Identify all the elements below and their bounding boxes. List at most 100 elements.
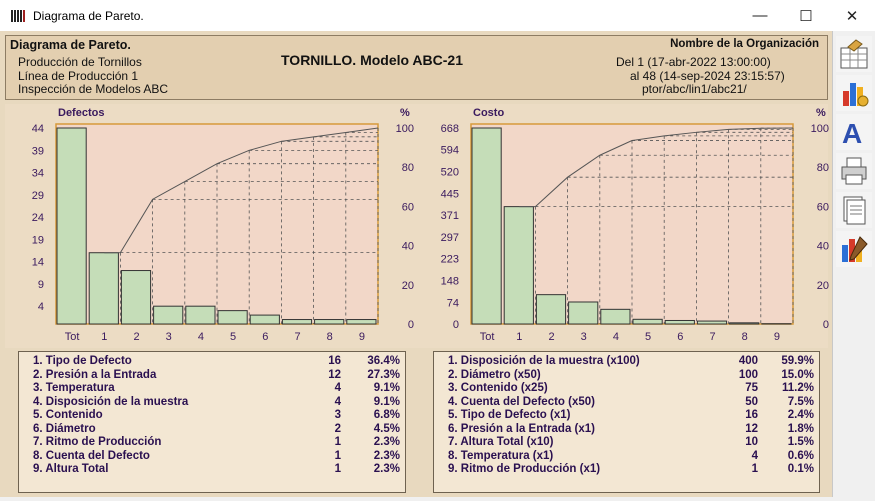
legend-pct: 0.1% bbox=[787, 463, 814, 475]
report-header: Diagrama de Pareto. Producción de Tornil… bbox=[5, 35, 828, 100]
maximize-icon: ☐ bbox=[799, 7, 813, 25]
chart-title-costo: Costo bbox=[473, 107, 505, 119]
x-tick-label: 2 bbox=[548, 331, 554, 343]
toolbar: A bbox=[832, 31, 875, 497]
legend-label: 4. Cuenta del Defecto (x50) bbox=[448, 395, 595, 408]
x-tick-label: 2 bbox=[133, 331, 139, 343]
header-line-2: Línea de Producción 1 bbox=[18, 69, 139, 83]
x-tick-label: 4 bbox=[198, 331, 204, 343]
legend-label: 5. Tipo de Defecto (x1) bbox=[448, 409, 571, 421]
legend-row: 4. Disposición de la muestra 4 9.1% bbox=[19, 396, 405, 409]
x-tick-label: 4 bbox=[613, 331, 619, 343]
legend-row: 6. Presión a la Entrada (x1) 12 1.8% bbox=[434, 423, 819, 436]
bar-4 bbox=[600, 308, 631, 325]
legend-value: 50 bbox=[745, 395, 758, 408]
legend-value: 4 bbox=[334, 395, 341, 408]
bar-5 bbox=[632, 318, 663, 325]
legend-pct: 6.8% bbox=[373, 409, 400, 421]
legend-value: 16 bbox=[328, 355, 341, 367]
cumulative-line bbox=[519, 127, 794, 208]
maximize-button[interactable]: ☐ bbox=[783, 0, 829, 31]
x-tick-label: 9 bbox=[774, 331, 780, 343]
legend-costo: 1. Disposición de la muestra (x100) 400 59… bbox=[433, 351, 820, 493]
organization-name: Nombre de la Organización bbox=[670, 38, 819, 50]
print-button[interactable] bbox=[836, 153, 872, 189]
x-tick-label: 3 bbox=[581, 331, 587, 343]
legend-row: 1. Tipo de Defecto 16 36.4% bbox=[19, 355, 405, 368]
header-line-3: Inspección de Modelos ABC bbox=[18, 82, 169, 96]
pct-label-left: % bbox=[400, 107, 410, 119]
minimize-button[interactable]: — bbox=[737, 0, 783, 31]
legend-label: 8. Temperatura (x1) bbox=[448, 449, 554, 462]
x-tick-label: 5 bbox=[230, 331, 236, 343]
legend-pct: 2.4% bbox=[787, 409, 814, 421]
bar-Tot bbox=[56, 127, 87, 325]
legend-pct: 4.5% bbox=[373, 422, 400, 435]
pct-tick-label: 40 bbox=[817, 241, 829, 253]
legend-value: 1 bbox=[751, 463, 758, 475]
y-tick-label: 4 bbox=[38, 301, 44, 313]
legend-row: 5. Tipo de Defecto (x1) 16 2.4% bbox=[434, 409, 819, 422]
legend-pct: 1.8% bbox=[787, 422, 814, 435]
legend-row: 7. Ritmo de Producción 1 2.3% bbox=[19, 436, 405, 449]
pct-tick-label: 80 bbox=[402, 162, 414, 174]
bar-7 bbox=[696, 320, 728, 325]
legend-row: 4. Cuenta del Defecto (x50) 50 7.5% bbox=[434, 396, 819, 409]
y-tick-label: 594 bbox=[441, 145, 459, 157]
edit-table-icon bbox=[840, 39, 868, 69]
range-from: Del 1 (17-abr-2022 13:00:00) bbox=[616, 55, 771, 69]
legend-value: 3 bbox=[334, 409, 341, 421]
y-tick-label: 297 bbox=[441, 232, 459, 244]
pct-tick-label: 60 bbox=[402, 201, 414, 213]
legend-label: 3. Contenido (x25) bbox=[448, 382, 548, 394]
legend-value: 1 bbox=[334, 449, 341, 462]
bar-8 bbox=[314, 319, 345, 325]
x-tick-label: Tot bbox=[65, 331, 80, 343]
legend-value: 1 bbox=[334, 463, 341, 475]
chart-options-button[interactable] bbox=[836, 75, 872, 111]
header-line-1: Producción de Tornillos bbox=[18, 55, 142, 69]
close-button[interactable]: ✕ bbox=[829, 0, 875, 31]
legend-row: 2. Diámetro (x50) 100 15.0% bbox=[434, 369, 819, 382]
legend-pct: 9.1% bbox=[373, 395, 400, 408]
y-tick-label: 520 bbox=[441, 166, 459, 178]
pct-tick-label: 40 bbox=[402, 241, 414, 253]
legend-pct: 0.6% bbox=[787, 449, 814, 462]
legend-pct: 7.5% bbox=[787, 395, 814, 408]
print-icon bbox=[841, 157, 867, 185]
legend-row: 3. Temperatura 4 9.1% bbox=[19, 382, 405, 395]
legend-value: 75 bbox=[745, 382, 758, 394]
bar-6 bbox=[249, 314, 280, 325]
legend-pct: 2.3% bbox=[373, 436, 400, 448]
legend-label: 7. Altura Total (x10) bbox=[448, 436, 554, 448]
legend-label: 2. Diámetro (x50) bbox=[448, 368, 541, 381]
edit-table-button[interactable] bbox=[836, 36, 872, 72]
legend-value: 400 bbox=[738, 355, 758, 367]
legend-row: 7. Altura Total (x10) 10 1.5% bbox=[434, 436, 819, 449]
legend-pct: 15.0% bbox=[781, 368, 814, 381]
legend-label: 7. Ritmo de Producción bbox=[33, 436, 162, 448]
bar-3 bbox=[568, 301, 599, 325]
chart-style-button[interactable] bbox=[836, 231, 872, 267]
pct-tick-label: 100 bbox=[811, 123, 829, 135]
legend-pct: 1.5% bbox=[787, 436, 814, 448]
page-button[interactable] bbox=[836, 192, 872, 228]
bar-Tot bbox=[471, 127, 502, 325]
legend-value: 10 bbox=[745, 436, 758, 448]
legend-row: 9. Altura Total 1 2.3% bbox=[19, 463, 405, 476]
legend-row: 5. Contenido 3 6.8% bbox=[19, 409, 405, 422]
x-tick-label: 1 bbox=[516, 331, 522, 343]
x-tick-label: 8 bbox=[327, 331, 333, 343]
title-bar: Diagrama de Pareto. — ☐ ✕ bbox=[0, 0, 875, 31]
legend-defectos: 1. Tipo de Defecto 16 36.4% 2. Presión a la… bbox=[18, 351, 406, 493]
legend-pct: 59.9% bbox=[781, 355, 814, 367]
font-button[interactable]: A bbox=[836, 114, 872, 150]
bar-1 bbox=[88, 252, 119, 325]
x-tick-label: Tot bbox=[480, 331, 495, 343]
y-tick-label: 445 bbox=[441, 188, 459, 200]
y-tick-label: 148 bbox=[441, 276, 459, 288]
bar-5 bbox=[217, 310, 248, 325]
y-tick-label: 371 bbox=[441, 210, 459, 222]
legend-pct: 36.4% bbox=[367, 355, 400, 367]
pct-tick-label: 60 bbox=[817, 201, 829, 213]
